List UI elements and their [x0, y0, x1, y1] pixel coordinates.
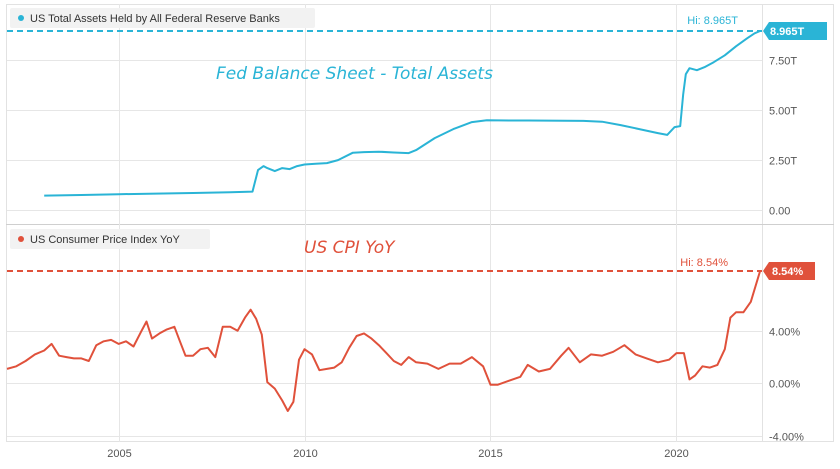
x-tick-label: 2020 [664, 448, 688, 460]
fed-y-tick-label: 2.50T [769, 156, 797, 168]
grid-layer [7, 4, 762, 442]
cpi-y-tick-label: 0.00% [769, 379, 800, 391]
fed-hi-label: Hi: 8.965T [687, 15, 738, 27]
fed-last-value: 8.965T [770, 26, 805, 38]
cpi-last-value-badge: 8.54% [763, 262, 815, 280]
cpi-panel: US Consumer Price Index YoY US CPI YoY H… [6, 229, 815, 444]
fed-legend-box [10, 8, 315, 28]
x-tick-label: 2015 [478, 448, 502, 460]
cpi-badge-shape [763, 262, 815, 280]
cpi-annotation: US CPI YoY [304, 238, 396, 258]
cpi-y-tick-label: -4.00% [769, 432, 804, 444]
chart-frame [6, 4, 834, 442]
fed-y-tick-label: 7.50T [769, 56, 797, 68]
cpi-y-ticks: 4.00% 0.00% -4.00% [769, 327, 804, 444]
fed-y-ticks: 7.50T 5.00T 2.50T 0.00 [769, 56, 797, 218]
cpi-last-value: 8.54% [772, 266, 803, 278]
x-tick-label: 2005 [107, 448, 131, 460]
fed-legend: US Total Assets Held by All Federal Rese… [30, 13, 280, 25]
cpi-hi-label: Hi: 8.54% [680, 257, 728, 269]
fed-badge-shape [763, 22, 827, 40]
cpi-series-line [6, 270, 762, 412]
cpi-y-tick-label: 4.00% [769, 327, 800, 339]
fed-last-value-badge: 8.965T [763, 22, 827, 40]
fed-y-tick-label: 5.00T [769, 106, 797, 118]
fed-panel: US Total Assets Held by All Federal Rese… [10, 8, 827, 218]
x-tick-label: 2010 [293, 448, 317, 460]
hi-lines-layer [7, 30, 762, 272]
fed-legend-marker [18, 15, 24, 21]
fed-y-tick-label: 0.00 [769, 206, 790, 218]
x-axis-ticks: 2005 2010 2015 2020 [107, 448, 688, 460]
fed-series-line [44, 30, 761, 197]
fed-annotation: Fed Balance Sheet - Total Assets [216, 64, 493, 84]
cpi-legend-marker [18, 236, 24, 242]
cpi-legend: US Consumer Price Index YoY [30, 234, 180, 246]
cpi-legend-box [10, 229, 210, 249]
